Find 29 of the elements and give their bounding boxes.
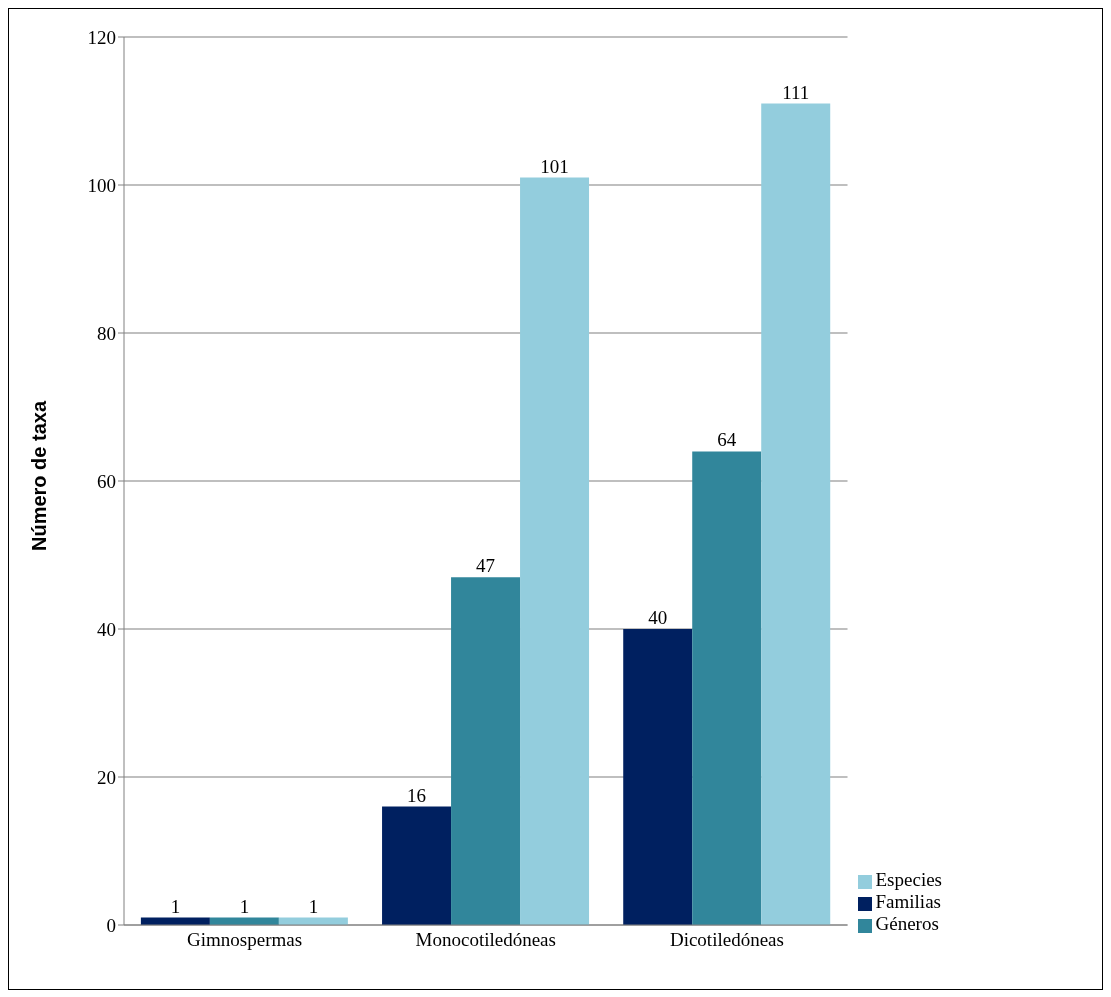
bar bbox=[623, 629, 693, 925]
y-tick-label: 40 bbox=[97, 618, 116, 640]
data-label: 64 bbox=[717, 429, 737, 451]
bar bbox=[451, 577, 521, 925]
data-label: 1 bbox=[239, 895, 250, 917]
x-tick-label: Monocotiledóneas bbox=[415, 929, 556, 951]
legend-label: Géneros bbox=[875, 913, 939, 934]
y-axis-title: Número de taxa bbox=[28, 400, 51, 551]
legend-label: Familias bbox=[875, 891, 941, 912]
y-tick-label: 20 bbox=[97, 766, 116, 788]
legend-label: Especies bbox=[875, 869, 942, 890]
data-label: 40 bbox=[648, 607, 668, 628]
y-tick-label: 120 bbox=[87, 26, 116, 48]
data-label: 101 bbox=[540, 155, 569, 177]
y-tick-label: 60 bbox=[97, 470, 116, 492]
data-label: 47 bbox=[476, 555, 496, 577]
y-tick-label: 0 bbox=[106, 914, 116, 936]
y-tick-label: 100 bbox=[87, 174, 116, 196]
y-tick-label: 80 bbox=[97, 322, 116, 344]
data-label: 1 bbox=[308, 895, 319, 917]
data-label: 111 bbox=[782, 81, 810, 103]
x-tick-label: Dicotiledóneas bbox=[669, 929, 784, 951]
data-label: 1 bbox=[170, 895, 181, 917]
x-tick-label: Gimnospermas bbox=[187, 929, 303, 951]
bar bbox=[520, 177, 590, 925]
bar bbox=[761, 103, 831, 925]
bar bbox=[692, 451, 762, 925]
bar bbox=[382, 806, 452, 925]
data-label: 16 bbox=[407, 784, 427, 806]
